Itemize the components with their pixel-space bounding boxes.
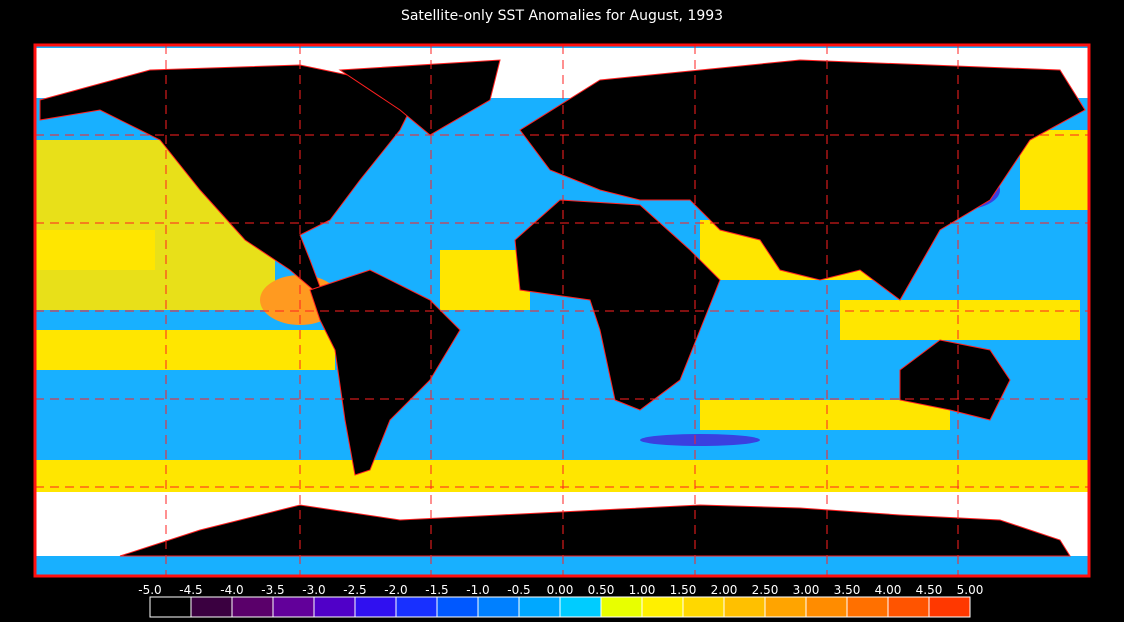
colorbar-swatch [928,596,971,618]
colorbar-swatch [313,596,356,618]
colorbar-swatch [600,596,643,618]
graticule [35,45,1089,576]
colorbar-label: 0.00 [547,583,574,597]
colorbar-label: 2.00 [711,583,738,597]
colorbar-label: -2.5 [343,583,366,597]
colorbar-swatch [846,596,889,618]
colorbar-swatch [805,596,848,618]
title: Satellite-only SST Anomalies for August,… [401,8,723,24]
colorbar-swatch [272,596,315,618]
colorbar-label: -5.0 [138,583,161,597]
colorbar-swatch [682,596,725,618]
colorbar-label: -1.5 [425,583,448,597]
colorbar-swatch [190,596,233,618]
colorbar-swatch [436,596,479,618]
colorbar-label: -2.0 [384,583,407,597]
colorbar-swatch [395,596,438,618]
colorbar-label: 3.00 [793,583,820,597]
colorbar-label: 0.50 [588,583,615,597]
colorbar-label: 5.00 [957,583,984,597]
map [33,43,1091,578]
colorbar-label: 4.50 [916,583,943,597]
colorbar-swatch [477,596,520,618]
colorbar-label: -4.0 [220,583,243,597]
continents [39,59,1086,557]
colorbar-swatch [149,596,192,618]
colorbar-swatch [641,596,684,618]
colorbar-swatch [723,596,766,618]
colorbar-label: 4.00 [875,583,902,597]
colorbar-label: 2.50 [752,583,779,597]
map-frame [33,43,1091,578]
colorbar-label: 3.50 [834,583,861,597]
colorbar-swatch [354,596,397,618]
colorbar-label: -0.5 [507,583,530,597]
colorbar-swatch [518,596,561,618]
colorbar-label: 1.00 [629,583,656,597]
colorbar-label: -3.0 [302,583,325,597]
colorbar-swatch [559,596,602,618]
colorbar: -5.0 -4.5 -4.0 -3.5 -3.0 -2.5 -2.0 -1.5 -1.0 -0.5… [138,583,984,618]
colorbar-swatch [887,596,930,618]
colorbar-label: -3.5 [261,583,284,597]
colorbar-label: 1.50 [670,583,697,597]
colorbar-label: -1.0 [466,583,489,597]
colorbar-label: -4.5 [179,583,202,597]
colorbar-swatch [231,596,274,618]
colorbar-swatch [764,596,807,618]
